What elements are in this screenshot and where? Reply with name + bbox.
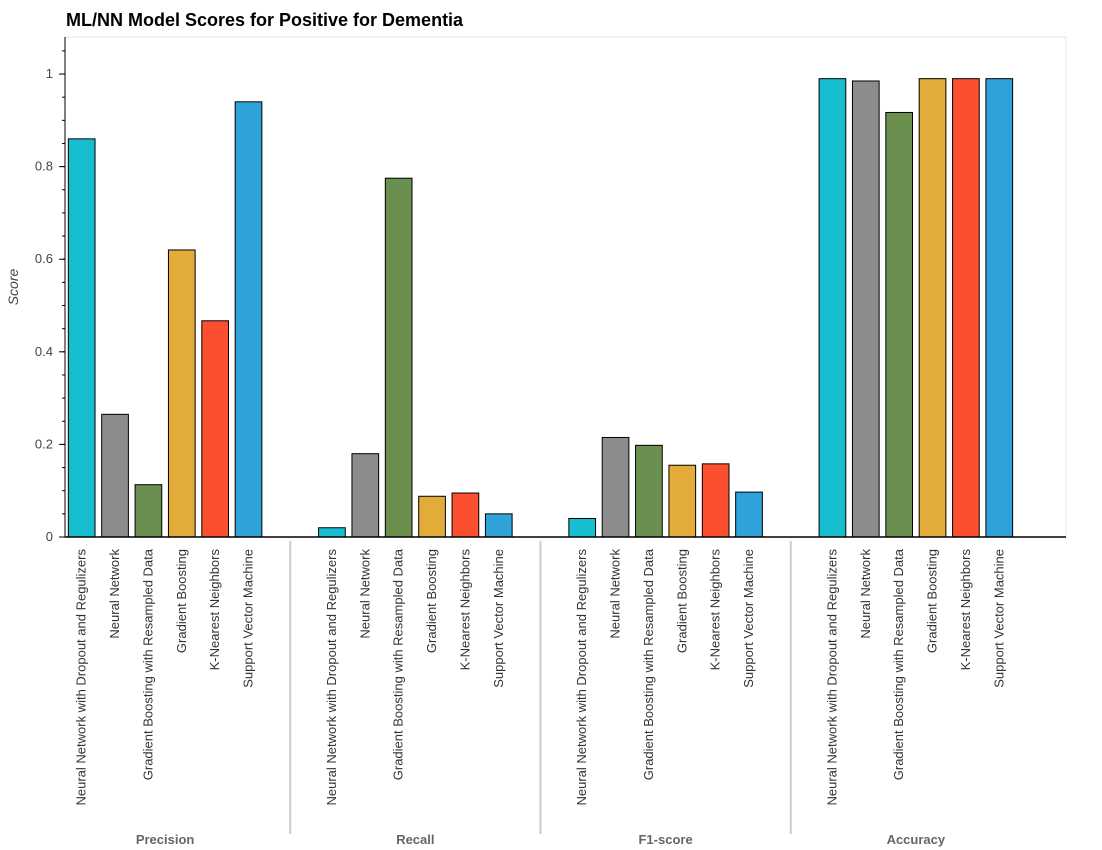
bar-recall-1 bbox=[351, 453, 380, 538]
bar-f1-score-1 bbox=[601, 436, 630, 538]
bar-recall-0 bbox=[318, 527, 346, 538]
bars bbox=[67, 78, 1014, 538]
bar-accuracy-3 bbox=[918, 78, 947, 538]
group-label: F1-score bbox=[638, 832, 692, 847]
y-axis: 0 0.2 0.4 0.6 0.8 1 bbox=[35, 37, 66, 544]
x-category-label: Gradient Boosting bbox=[674, 549, 689, 653]
x-category-label: Neural Network with Dropout and Regulize… bbox=[74, 549, 89, 806]
x-category-label: Neural Network bbox=[107, 549, 122, 639]
chart-title: ML/NN Model Scores for Positive for Deme… bbox=[66, 10, 464, 30]
bar-recall-3 bbox=[418, 495, 446, 538]
bar-recall-5 bbox=[484, 513, 513, 538]
x-category-label: Support Vector Machine bbox=[741, 549, 756, 688]
bar-f1-score-3 bbox=[668, 464, 697, 538]
group-label: Precision bbox=[136, 832, 195, 847]
x-category-label: Gradient Boosting bbox=[925, 549, 940, 653]
y-tick-label: 1 bbox=[46, 66, 53, 81]
y-tick-label: 0.2 bbox=[35, 436, 53, 451]
bar-accuracy-0 bbox=[818, 78, 847, 538]
bar-accuracy-1 bbox=[851, 80, 880, 538]
group-label: Accuracy bbox=[887, 832, 946, 847]
bar-recall-2 bbox=[384, 177, 413, 538]
y-axis-label: Score bbox=[5, 269, 21, 306]
x-category-label: Gradient Boosting with Resampled Data bbox=[641, 548, 656, 780]
y-tick-label: 0.6 bbox=[35, 251, 53, 266]
x-category-label: Support Vector Machine bbox=[491, 549, 506, 688]
x-category-label: Gradient Boosting with Resampled Data bbox=[891, 548, 906, 780]
bar-f1-score-4 bbox=[701, 463, 730, 538]
bar-precision-2 bbox=[134, 484, 163, 538]
x-category-label: Gradient Boosting bbox=[174, 549, 189, 653]
x-category-label: Neural Network bbox=[858, 549, 873, 639]
x-category-label: Support Vector Machine bbox=[241, 549, 256, 688]
x-axis: Neural Network with Dropout and Regulize… bbox=[65, 536, 1066, 847]
y-tick-label: 0.4 bbox=[35, 344, 53, 359]
bar-accuracy-5 bbox=[985, 78, 1014, 538]
x-category-label: K-Nearest Neighbors bbox=[708, 549, 723, 671]
group-label: Recall bbox=[396, 832, 434, 847]
x-category-label: Neural Network with Dropout and Regulize… bbox=[574, 549, 589, 806]
bar-precision-3 bbox=[167, 249, 196, 538]
x-category-label: K-Nearest Neighbors bbox=[207, 549, 222, 671]
bar-f1-score-2 bbox=[635, 444, 663, 538]
x-category-label: Gradient Boosting bbox=[424, 549, 439, 653]
x-category-label: K-Nearest Neighbors bbox=[958, 549, 973, 671]
bar-recall-4 bbox=[451, 492, 480, 538]
bar-accuracy-2 bbox=[885, 111, 914, 538]
bar-precision-5 bbox=[234, 101, 263, 538]
x-category-label: K-Nearest Neighbors bbox=[457, 549, 472, 671]
y-tick-label: 0 bbox=[46, 529, 53, 544]
x-category-label: Neural Network with Dropout and Regulize… bbox=[324, 549, 339, 806]
x-category-label: Neural Network with Dropout and Regulize… bbox=[824, 549, 839, 806]
bar-precision-0 bbox=[67, 138, 96, 538]
y-tick-label: 0.8 bbox=[35, 159, 53, 174]
bar-precision-4 bbox=[201, 320, 229, 538]
bar-accuracy-4 bbox=[952, 78, 980, 538]
bar-f1-score-0 bbox=[568, 517, 597, 538]
x-category-label: Neural Network bbox=[608, 549, 623, 639]
bar-precision-1 bbox=[101, 413, 129, 538]
x-category-label: Gradient Boosting with Resampled Data bbox=[391, 548, 406, 780]
x-category-label: Gradient Boosting with Resampled Data bbox=[140, 548, 155, 780]
bar-f1-score-5 bbox=[735, 491, 763, 538]
x-category-label: Neural Network bbox=[357, 549, 372, 639]
x-category-label: Support Vector Machine bbox=[991, 549, 1006, 688]
